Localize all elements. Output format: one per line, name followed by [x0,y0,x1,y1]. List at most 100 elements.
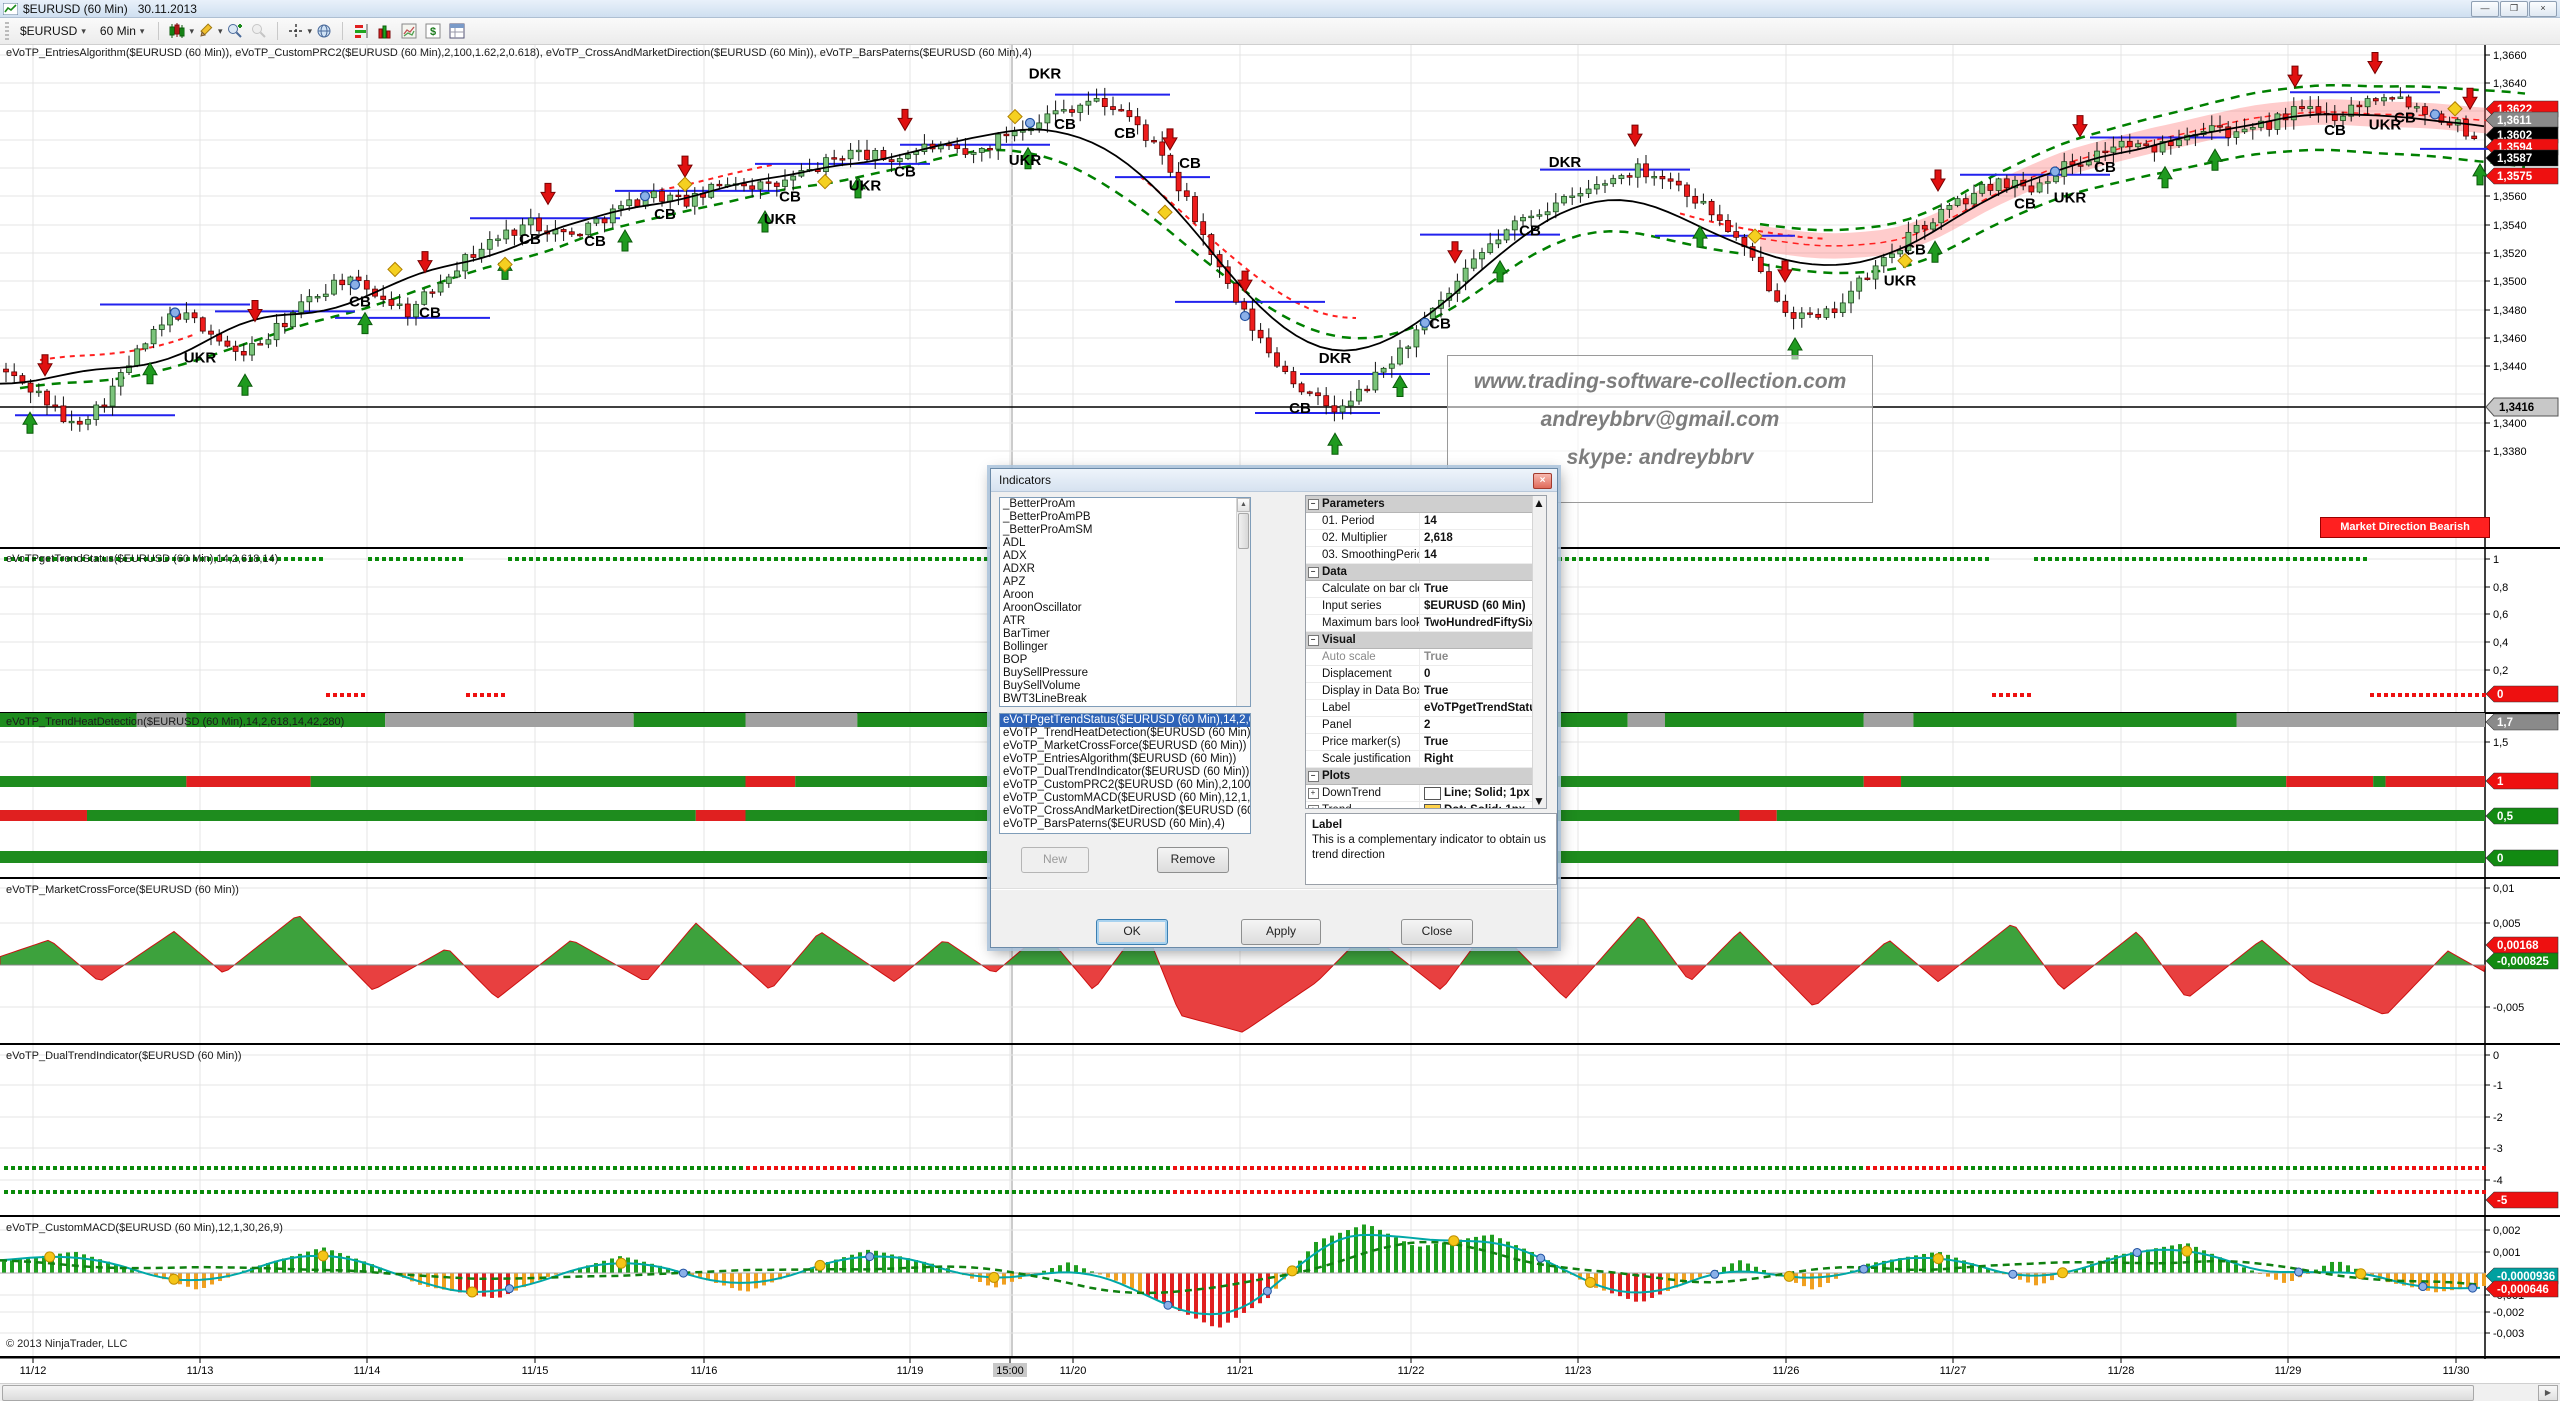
property-row[interactable]: Price marker(s) True [1306,734,1533,751]
property-value[interactable]: 14 [1420,513,1533,529]
mini-chart-button[interactable] [398,21,420,41]
property-value[interactable]: True [1420,683,1533,699]
indicator-available-list[interactable]: ▲ _BetterProAm _BetterProAmPB _BetterProAm… [999,497,1251,707]
property-row[interactable]: Auto scale True [1306,649,1533,666]
plot-color-swatch[interactable] [1424,803,1441,808]
property-row[interactable]: + DownTrend Line; Solid; 1px [1306,785,1533,802]
scroll-right-icon[interactable]: ▶ [2538,1385,2558,1401]
property-row[interactable]: 01. Period 14 [1306,513,1533,530]
crosshair-button[interactable] [285,21,307,41]
scroll-down-icon[interactable]: ▼ [1533,794,1545,808]
property-value[interactable]: Line; Solid; 1px [1420,785,1533,801]
scrollbar-thumb[interactable] [2,1385,2474,1401]
toolbar-grip[interactable] [5,22,9,40]
property-value[interactable]: 14 [1420,547,1533,563]
property-value[interactable]: $EURUSD (60 Min) [1420,598,1533,614]
applied-indicator-item[interactable]: eVoTP_DualTrendIndicator($EURUSD (60 Min… [1003,766,1250,778]
indicator-list-item[interactable]: _BetterProAmPB [1003,511,1091,523]
data-box-button[interactable] [446,21,468,41]
zoom-out-button[interactable] [248,21,270,41]
property-row[interactable]: 03. SmoothingPeriod 14 [1306,547,1533,564]
property-row[interactable]: Maximum bars look b TwoHundredFiftySix [1306,615,1533,632]
chevron-down-icon[interactable]: ▾ [189,25,194,36]
property-section-header[interactable]: − Data [1306,564,1533,581]
indicator-list-item[interactable]: ATR [1003,615,1026,627]
property-row[interactable]: Label eVoTPgetTrendStatu [1306,700,1533,717]
snapshot-button[interactable] [313,21,335,41]
applied-indicator-item[interactable]: eVoTP_CustomPRC2($EURUSD (60 Min),2,100,… [1003,779,1250,791]
collapse-icon[interactable]: − [1307,770,1319,782]
property-row[interactable]: 02. Multiplier 2,618 [1306,530,1533,547]
property-value[interactable]: TwoHundredFiftySix [1420,615,1533,631]
property-row[interactable]: Input series $EURUSD (60 Min) [1306,598,1533,615]
market-depth-button[interactable] [374,21,396,41]
indicator-applied-list[interactable]: eVoTPgetTrendStatus($EURUSD (60 Min),14,… [999,713,1251,834]
property-row[interactable]: Display in Data Box True [1306,683,1533,700]
expand-icon[interactable]: + [1307,804,1319,808]
property-value[interactable]: 0 [1420,666,1533,682]
plot-color-swatch[interactable] [1424,786,1441,800]
symbol-combo[interactable]: $EURUSD ▾ [14,22,92,40]
interval-combo[interactable]: 60 Min ▾ [94,22,151,40]
applied-indicator-item[interactable]: eVoTP_CustomMACD($EURUSD (60 Min),12,1,3… [1003,792,1250,804]
property-row[interactable]: Displacement 0 [1306,666,1533,683]
close-button[interactable]: × [2529,1,2557,17]
property-section-header[interactable]: − Parameters [1306,496,1533,513]
indicator-list-item[interactable]: ADL [1003,537,1026,549]
new-button[interactable]: New [1021,847,1089,873]
indicator-list-item[interactable]: BarTimer [1003,628,1050,640]
dialog-title-bar[interactable]: Indicators [991,469,1557,492]
maximize-button[interactable]: ❒ [2500,1,2528,17]
remove-button[interactable]: Remove [1157,847,1229,873]
available-list-scrollbar[interactable]: ▲ [1236,498,1250,706]
close-dialog-button[interactable]: Close [1401,919,1473,945]
expand-icon[interactable]: + [1307,787,1319,799]
ok-button[interactable]: OK [1096,919,1168,945]
indicator-list-item[interactable]: _BetterProAmSM [1003,524,1093,536]
zoom-in-button[interactable] [224,21,246,41]
property-value[interactable]: True [1420,734,1533,750]
property-row[interactable]: Calculate on bar clos True [1306,581,1533,598]
property-value[interactable]: Right [1420,751,1533,767]
indicator-list-item[interactable]: BWT3LineBreak [1003,693,1087,705]
dialog-close-button[interactable]: × [1533,473,1552,489]
collapse-icon[interactable]: − [1307,634,1319,646]
apply-button[interactable]: Apply [1241,919,1321,945]
chevron-down-icon[interactable]: ▾ [217,25,223,36]
property-row[interactable]: +Trend Dot; Solid; 1px [1306,802,1533,808]
price-levels-button[interactable] [350,21,372,41]
indicator-list-item[interactable]: BuySellPressure [1003,667,1089,679]
chevron-down-icon[interactable]: ▾ [307,25,313,36]
chart-style-button[interactable] [166,21,188,41]
property-grid-scrollbar[interactable]: ▲ ▼ [1532,496,1546,808]
collapse-icon[interactable]: − [1307,498,1319,510]
property-row[interactable]: Panel 2 [1306,717,1533,734]
applied-indicator-item[interactable]: eVoTP_EntriesAlgorithm($EURUSD (60 Min)) [1003,753,1237,765]
indicator-list-item[interactable]: AroonOscillator [1003,602,1082,614]
applied-indicator-item[interactable]: eVoTP_TrendHeatDetection($EURUSD (60 Min… [1003,727,1250,739]
indicator-list-item[interactable]: ADXR [1003,563,1035,575]
indicator-list-item[interactable]: BOP [1003,654,1028,666]
horizontal-scrollbar[interactable]: ▶ [0,1383,2560,1401]
property-section-header[interactable]: − Plots [1306,768,1533,785]
property-value[interactable]: 2 [1420,717,1533,733]
indicator-list-item[interactable]: APZ [1003,576,1026,588]
property-value[interactable]: True [1420,649,1533,665]
applied-indicator-item[interactable]: eVoTP_MarketCrossForce($EURUSD (60 Min)) [1003,740,1247,752]
draw-tool-button[interactable] [195,21,217,41]
property-grid[interactable]: ▲ ▼ − Parameters 01. Period 14 02. Multiplie… [1305,495,1547,809]
scroll-up-icon[interactable]: ▲ [1533,496,1545,510]
indicator-list-item[interactable]: BuySellVolume [1003,680,1081,692]
property-value[interactable]: Dot; Solid; 1px [1420,802,1533,808]
applied-indicator-item[interactable]: eVoTP_BarsPaterns($EURUSD (60 Min),4) [1003,818,1225,830]
property-value[interactable]: eVoTPgetTrendStatu [1420,700,1533,716]
minimize-button[interactable]: — [2471,1,2499,17]
indicator-list-item[interactable]: Aroon [1003,589,1034,601]
collapse-icon[interactable]: − [1307,566,1319,578]
property-row[interactable]: Scale justification Right [1306,751,1533,768]
account-button[interactable]: $ [422,21,444,41]
applied-indicator-item[interactable]: eVoTP_CrossAndMarketDirection($EURUSD (6… [1003,805,1250,817]
property-value[interactable]: 2,618 [1420,530,1533,546]
indicator-list-item[interactable]: _BetterProAm [1003,498,1076,510]
